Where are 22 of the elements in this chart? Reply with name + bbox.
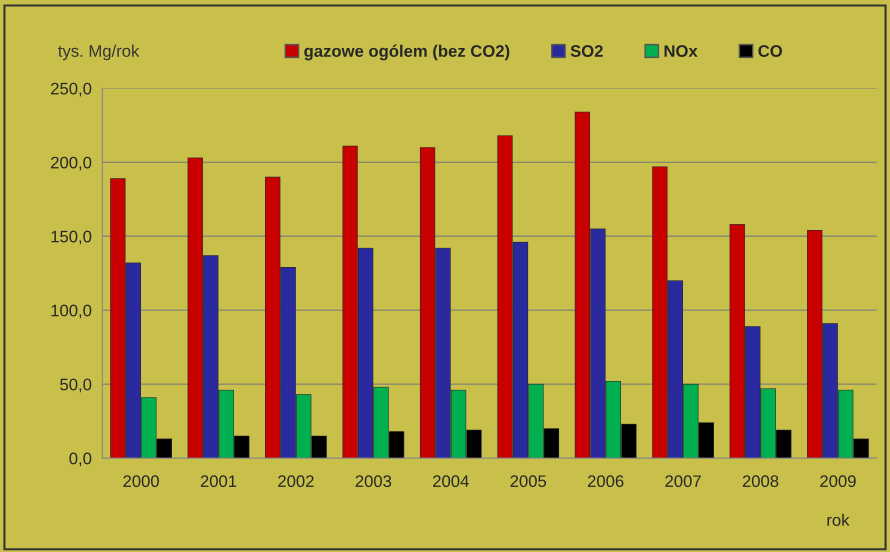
y-tick-label: 250,0 <box>51 82 92 96</box>
x-tick-label: 2001 <box>200 475 236 488</box>
x-tick-label: 2000 <box>123 475 159 488</box>
y-tick-label: 200,0 <box>51 156 92 170</box>
legend-label: SO2 <box>570 45 603 57</box>
x-tick-label: 2009 <box>820 475 856 488</box>
y-tick-label: 0,0 <box>69 452 92 466</box>
x-tick-label: 2005 <box>510 475 546 488</box>
y-tick-label: 150,0 <box>52 230 92 244</box>
legend-label: CO <box>758 45 782 57</box>
y-axis-title: tys. Mg/rok <box>58 44 140 60</box>
y-tick-label: 100,0 <box>52 304 92 318</box>
x-tick-label: 2008 <box>742 475 778 488</box>
x-tick-label: 2006 <box>588 475 624 488</box>
y-tick-label: 50,0 <box>60 378 92 392</box>
legend-label: gazowe ogólem (bez CO2) <box>304 44 510 60</box>
legend-label: NOx <box>664 45 698 57</box>
x-axis-title: rok <box>827 514 850 526</box>
x-tick-label: 2003 <box>356 475 392 488</box>
x-tick-label: 2007 <box>665 475 701 488</box>
x-tick-label: 2004 <box>433 475 469 488</box>
x-tick-label: 2002 <box>278 475 314 488</box>
